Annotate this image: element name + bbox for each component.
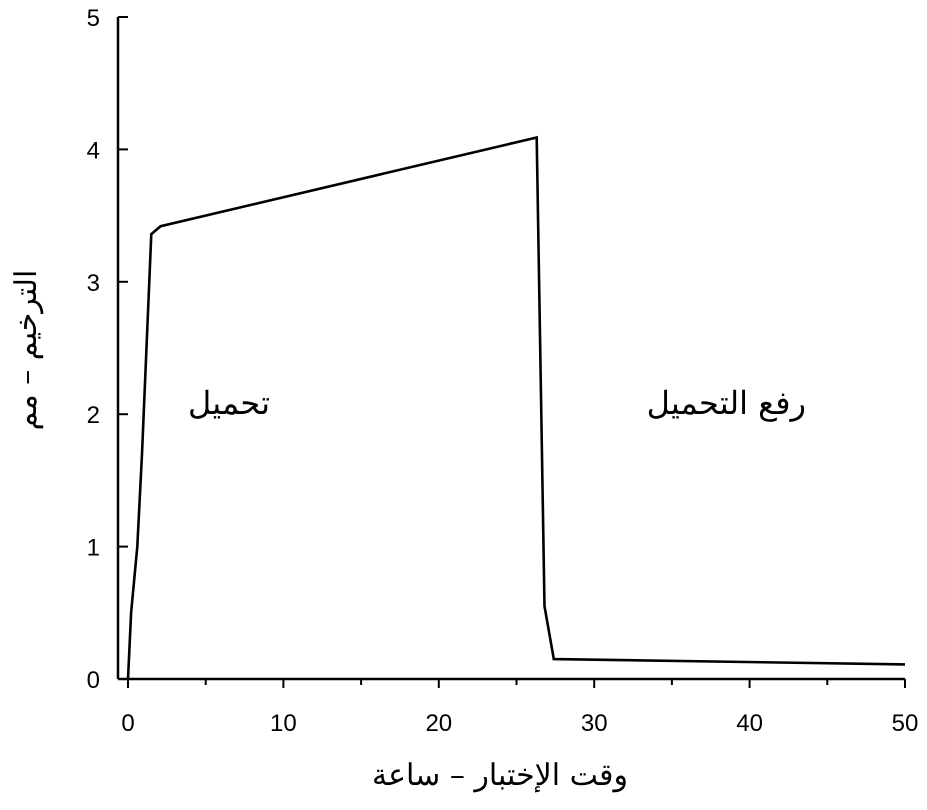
series-group xyxy=(126,135,906,680)
ticks: 0 10 20 30 40 50 0 1 2 3 4 5 xyxy=(87,5,919,737)
x-tick-label-0: 0 xyxy=(121,710,134,737)
y-tick-label-4: 4 xyxy=(87,137,100,164)
y-tick-label-2: 2 xyxy=(87,402,100,429)
y-tick-label-3: 3 xyxy=(87,270,100,297)
x-tick-label-30: 30 xyxy=(581,710,608,737)
y-axis-title: الترخيم – مم xyxy=(9,270,44,431)
axes xyxy=(116,17,905,681)
annotation-label-0: تحميل xyxy=(188,384,270,422)
series-line-0 xyxy=(126,135,906,680)
x-tick-label-10: 10 xyxy=(270,710,297,737)
annotations: تحميل رفع التحميل xyxy=(188,384,806,422)
y-tick-label-1: 1 xyxy=(87,535,100,562)
x-tick-label-20: 20 xyxy=(425,710,452,737)
x-tick-label-40: 40 xyxy=(736,710,763,737)
y-tick-label-0: 0 xyxy=(87,667,100,694)
y-tick-label-5: 5 xyxy=(87,5,100,32)
x-axis-title: وقت الإختبار – ساعة xyxy=(372,758,628,793)
annotation-label-1: رفع التحميل xyxy=(647,384,806,422)
x-tick-label-50: 50 xyxy=(892,710,919,737)
